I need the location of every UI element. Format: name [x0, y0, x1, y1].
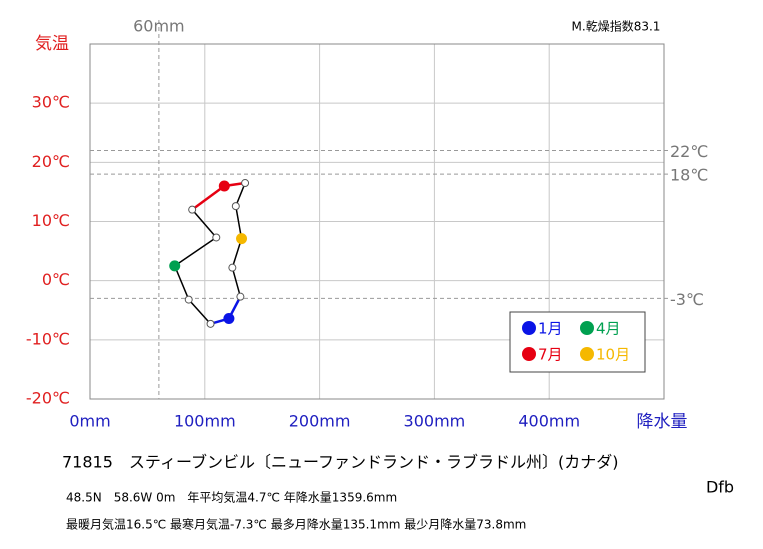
month-point — [223, 313, 235, 325]
x-axis-label: 降水量 — [637, 412, 688, 432]
month-point — [236, 233, 248, 245]
legend-marker — [522, 347, 536, 361]
legend-label: 10月 — [596, 346, 630, 364]
y-tick-label: 0℃ — [42, 270, 70, 289]
month-point — [228, 263, 237, 272]
reference-label: -3℃ — [670, 290, 704, 309]
month-point — [188, 205, 197, 214]
y-tick-label: 10℃ — [32, 211, 70, 230]
x-tick-label: 100mm — [174, 412, 236, 431]
y-tick-label: 20℃ — [32, 152, 70, 171]
x-tick-label: 200mm — [289, 412, 351, 431]
index-note: M.乾燥指数83.1 — [572, 19, 661, 34]
month-point — [206, 319, 215, 328]
climate-segment — [191, 209, 217, 238]
x-tick-label: 300mm — [404, 412, 466, 431]
climate-class: Dfb — [706, 478, 734, 497]
reference-label: 22℃ — [670, 142, 708, 161]
legend-label: 4月 — [596, 320, 621, 338]
plot-border — [89, 43, 665, 400]
month-point — [218, 180, 230, 192]
y-tick-label: -20℃ — [26, 389, 70, 408]
month-point — [236, 292, 245, 301]
climate-segment — [174, 236, 217, 267]
x-tick-label: 0mm — [69, 412, 110, 431]
climate-segment — [231, 267, 242, 297]
legend-marker — [580, 321, 594, 335]
month-point — [241, 179, 250, 188]
info-line: 48.5N 58.6W 0m 年平均気温4.7℃ 年降水量1359.6mm — [66, 490, 397, 505]
y-tick-label: -10℃ — [26, 329, 70, 348]
chart-title: 71815 スティーブンビル〔ニューファンドランド・ラブラドル州〕(カナダ) — [62, 453, 619, 472]
legend-label: 7月 — [538, 346, 563, 364]
month-point — [169, 260, 181, 272]
info-line: 最暖月気温16.5℃ 最寒月気温-7.3℃ 最多月降水量135.1mm 最少月降… — [66, 517, 526, 532]
y-tick-label: 30℃ — [32, 93, 70, 112]
climate-segment — [188, 299, 212, 325]
legend-label: 1月 — [538, 320, 563, 338]
climate-segment — [235, 182, 246, 207]
climate-segment — [191, 184, 226, 211]
reference-label: 60mm — [133, 17, 185, 36]
legend-marker — [522, 321, 536, 335]
climate-segment — [235, 205, 243, 239]
month-point — [184, 295, 193, 304]
reference-label: 18℃ — [670, 166, 708, 185]
y-axis-label: 気温 — [35, 34, 69, 54]
legend-marker — [580, 347, 594, 361]
month-point — [231, 202, 240, 211]
month-point — [212, 233, 221, 242]
x-tick-label: 400mm — [518, 412, 580, 431]
climate-segment — [174, 265, 190, 300]
